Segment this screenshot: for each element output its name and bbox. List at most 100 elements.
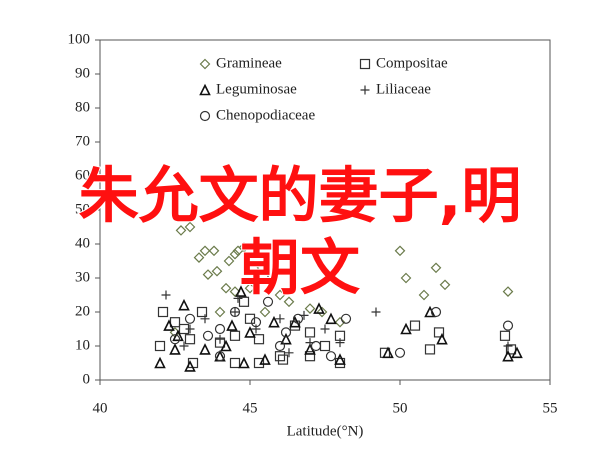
data-point [325,312,337,325]
data-point [277,354,289,365]
data-point [179,341,189,351]
data-point [229,306,241,318]
data-point [235,285,247,297]
data-point [340,313,352,324]
data-point [371,307,381,317]
y-tick-label: 80 [75,99,90,115]
data-point [409,320,421,331]
data-point [172,329,184,342]
legend-label: Liliaceae [376,81,431,97]
data-point [283,296,295,308]
data-point [238,242,250,253]
y-tick-label: 50 [75,201,90,217]
data-point [418,289,430,301]
data-point [185,324,195,334]
data-point [220,282,232,294]
data-point [382,346,394,359]
data-point [430,306,442,318]
data-point [229,330,241,341]
data-point [280,327,292,338]
data-point [214,306,226,318]
data-point [251,324,261,334]
data-point [289,315,301,328]
data-point [304,303,316,314]
data-point [199,343,211,355]
data-point [292,313,304,324]
data-point [433,327,445,338]
data-point [229,286,241,297]
data-point [439,279,451,291]
data-point [154,340,166,352]
legend-marker [359,58,371,70]
y-tick-label: 70 [75,133,90,149]
data-point [262,296,274,307]
legend-marker [199,83,211,96]
data-point [325,351,337,362]
data-point [310,340,322,352]
data-point [503,341,513,351]
data-point [214,323,226,335]
data-point [211,265,223,277]
data-point [394,245,406,257]
y-tick-label: 90 [75,65,90,81]
data-point [256,262,268,274]
data-point [244,313,256,324]
data-point [253,357,265,369]
data-point [502,320,514,331]
overlay-text: 朝文 [240,234,360,304]
data-point [313,302,325,314]
data-point [193,252,205,263]
x-tick-label: 40 [93,400,108,416]
data-point [226,319,238,331]
data-point [230,307,240,317]
data-point [175,225,187,236]
data-point [259,306,271,318]
data-point [253,334,265,345]
data-point [284,348,294,358]
data-point [169,317,181,328]
data-point [319,340,331,352]
legend-label: Compositae [376,55,448,71]
data-point [400,322,412,335]
data-point [250,317,262,328]
data-point [200,314,210,324]
x-tick-label: 55 [543,400,558,416]
data-point [229,357,241,369]
data-point [196,306,208,318]
data-point [157,306,169,318]
data-point [274,340,286,352]
y-tick-label: 100 [68,31,91,47]
data-point [233,293,243,303]
data-point [263,273,273,283]
data-point [334,353,346,365]
x-axis-label: Latitude(°N) [287,423,364,439]
data-point [184,334,196,345]
data-point [304,351,316,362]
legend-marker [199,58,211,70]
data-point [424,305,436,318]
data-point [169,343,181,355]
data-point [223,255,235,267]
data-point [268,315,280,328]
data-point [220,339,232,352]
data-point [400,272,412,284]
data-point [511,346,523,359]
data-point [335,338,345,348]
data-point [424,344,436,355]
legend-label: Leguminosae [216,81,297,97]
data-point [430,262,442,274]
legend-marker [199,110,211,122]
data-point [154,356,166,369]
data-point [499,330,511,341]
data-point [436,332,448,345]
data-point [208,245,220,257]
data-point [184,313,196,324]
data-point [505,344,517,355]
x-tick-label: 45 [243,400,258,416]
data-point [502,349,514,362]
data-point [169,334,181,345]
y-tick-label: 40 [75,235,90,251]
data-point [316,306,328,318]
data-point [259,353,271,365]
